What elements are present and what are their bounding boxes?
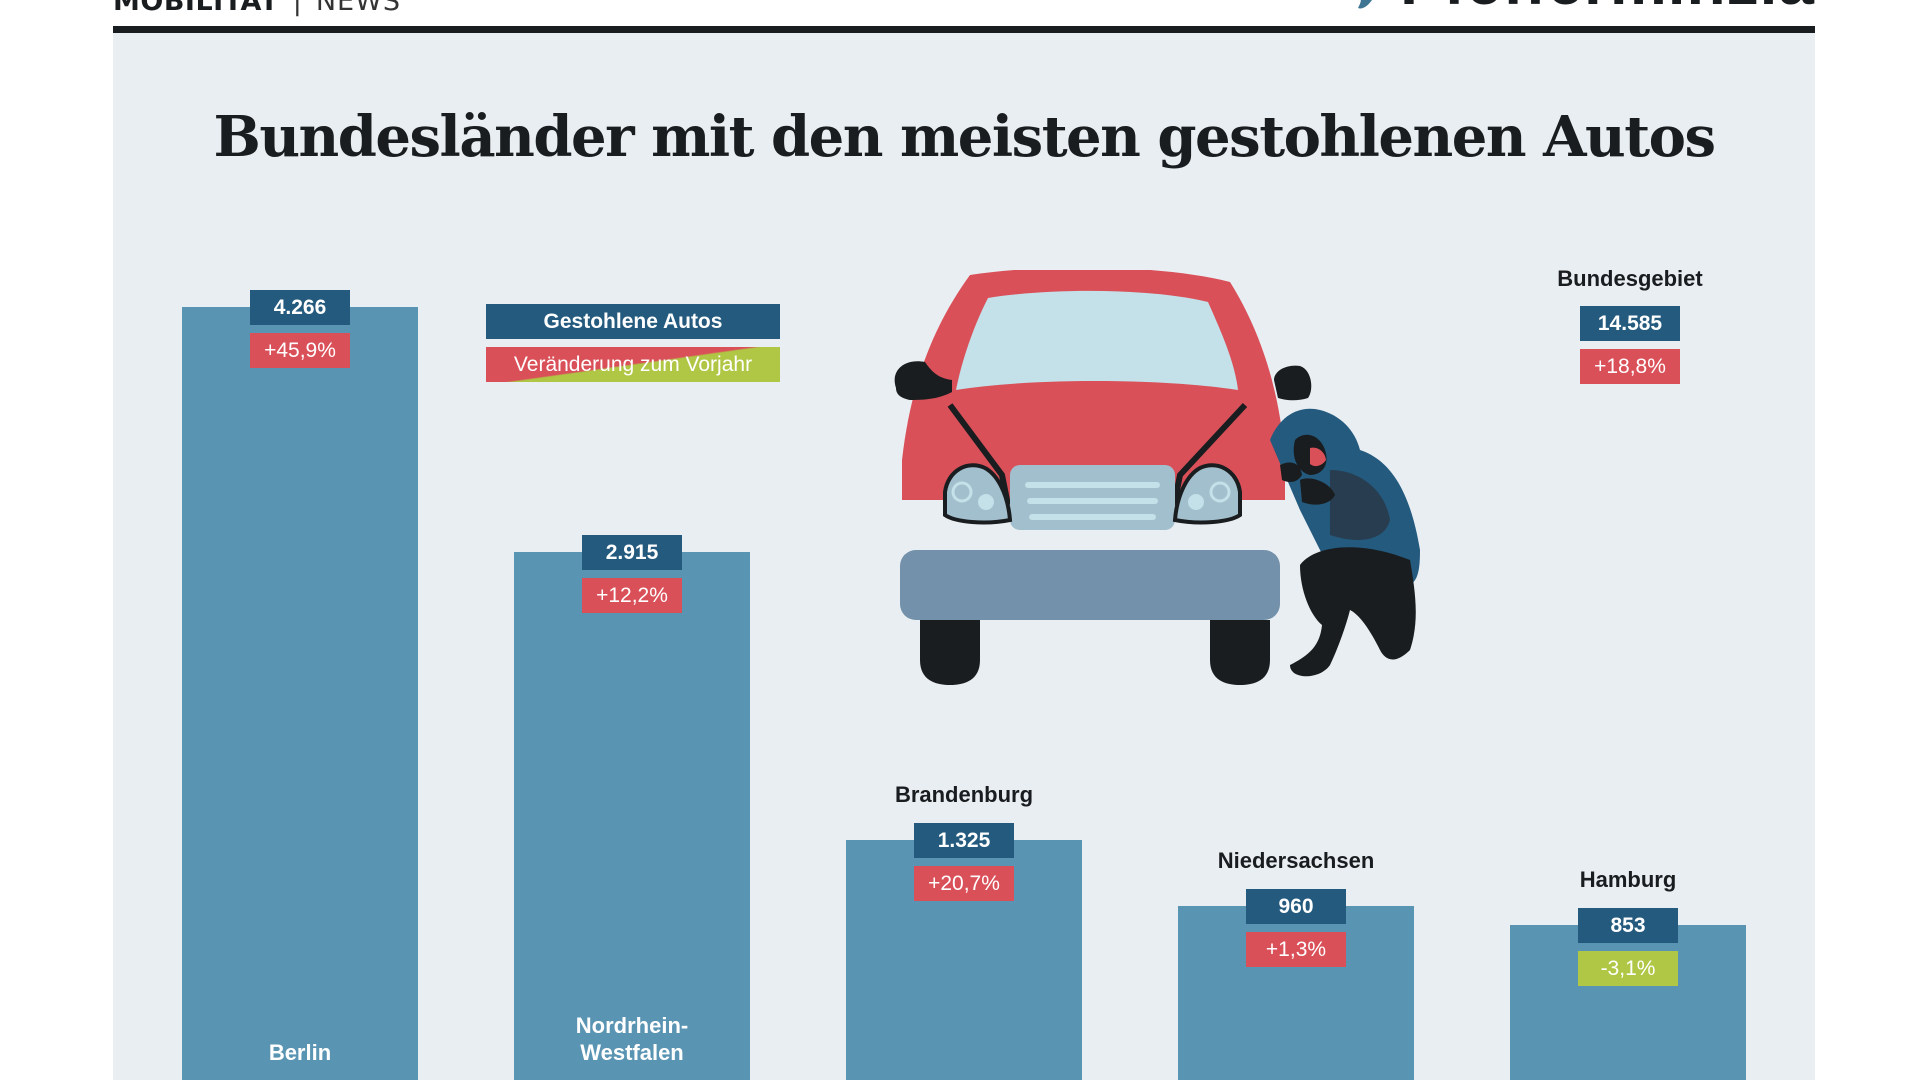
total-change: +18,8%	[1580, 349, 1680, 384]
change-label: +1,3%	[1246, 932, 1346, 968]
car-thief-illustration	[890, 267, 1630, 690]
change-label: +12,2%	[582, 577, 682, 613]
value-label: 853	[1578, 908, 1678, 944]
legend-change-previous-year: Veränderung zum Vorjahr	[486, 347, 780, 382]
change-label: +45,9%	[250, 333, 350, 368]
chart-title: Bundesländer mit den meisten gestohlenen…	[213, 104, 1716, 170]
header-rule	[113, 26, 1815, 33]
mint-leaf-icon	[1358, 0, 1373, 9]
category-label-line: Westfalen	[580, 1040, 684, 1065]
bar-hamburg	[1510, 925, 1746, 1080]
category-label: Brandenburg	[894, 781, 1034, 807]
section-separator: |	[292, 0, 302, 17]
section-header: MOBILITÄT | NEWS	[113, 0, 401, 17]
car-icon	[894, 267, 1312, 685]
category-label: Berlin	[182, 1039, 418, 1066]
total-value: 14.585	[1580, 306, 1680, 341]
value-label: 1.325	[914, 822, 1014, 858]
thief-icon	[1270, 408, 1420, 677]
legend: Gestohlene Autos Veränderung zum Vorjahr	[486, 304, 780, 382]
total-label: Bundesgebiet	[1557, 266, 1703, 291]
subsection-label[interactable]: NEWS	[315, 0, 401, 17]
category-label-line: Berlin	[268, 1040, 332, 1065]
category-label: Hamburg	[1579, 867, 1677, 893]
legend-stolen-cars: Gestohlene Autos	[486, 304, 780, 339]
brand-logo[interactable]: Pfefferminzia	[1346, 0, 1815, 14]
bar-berlin	[182, 307, 418, 1080]
value-label: 2.915	[582, 534, 682, 570]
category-label-line: Nordrhein-	[575, 1013, 689, 1038]
value-label: 960	[1246, 889, 1346, 925]
category-label: Nordrhein- Westfalen	[514, 1012, 750, 1066]
value-label: 4.266	[250, 290, 350, 325]
section-label[interactable]: MOBILITÄT	[113, 0, 279, 17]
category-label: Niedersachsen	[1217, 848, 1375, 874]
change-label: -3,1%	[1578, 951, 1678, 987]
logo-text: Pfefferminzia	[1400, 0, 1815, 14]
bar-nordrhein-westfalen	[514, 551, 750, 1080]
change-label: +20,7%	[914, 865, 1014, 901]
